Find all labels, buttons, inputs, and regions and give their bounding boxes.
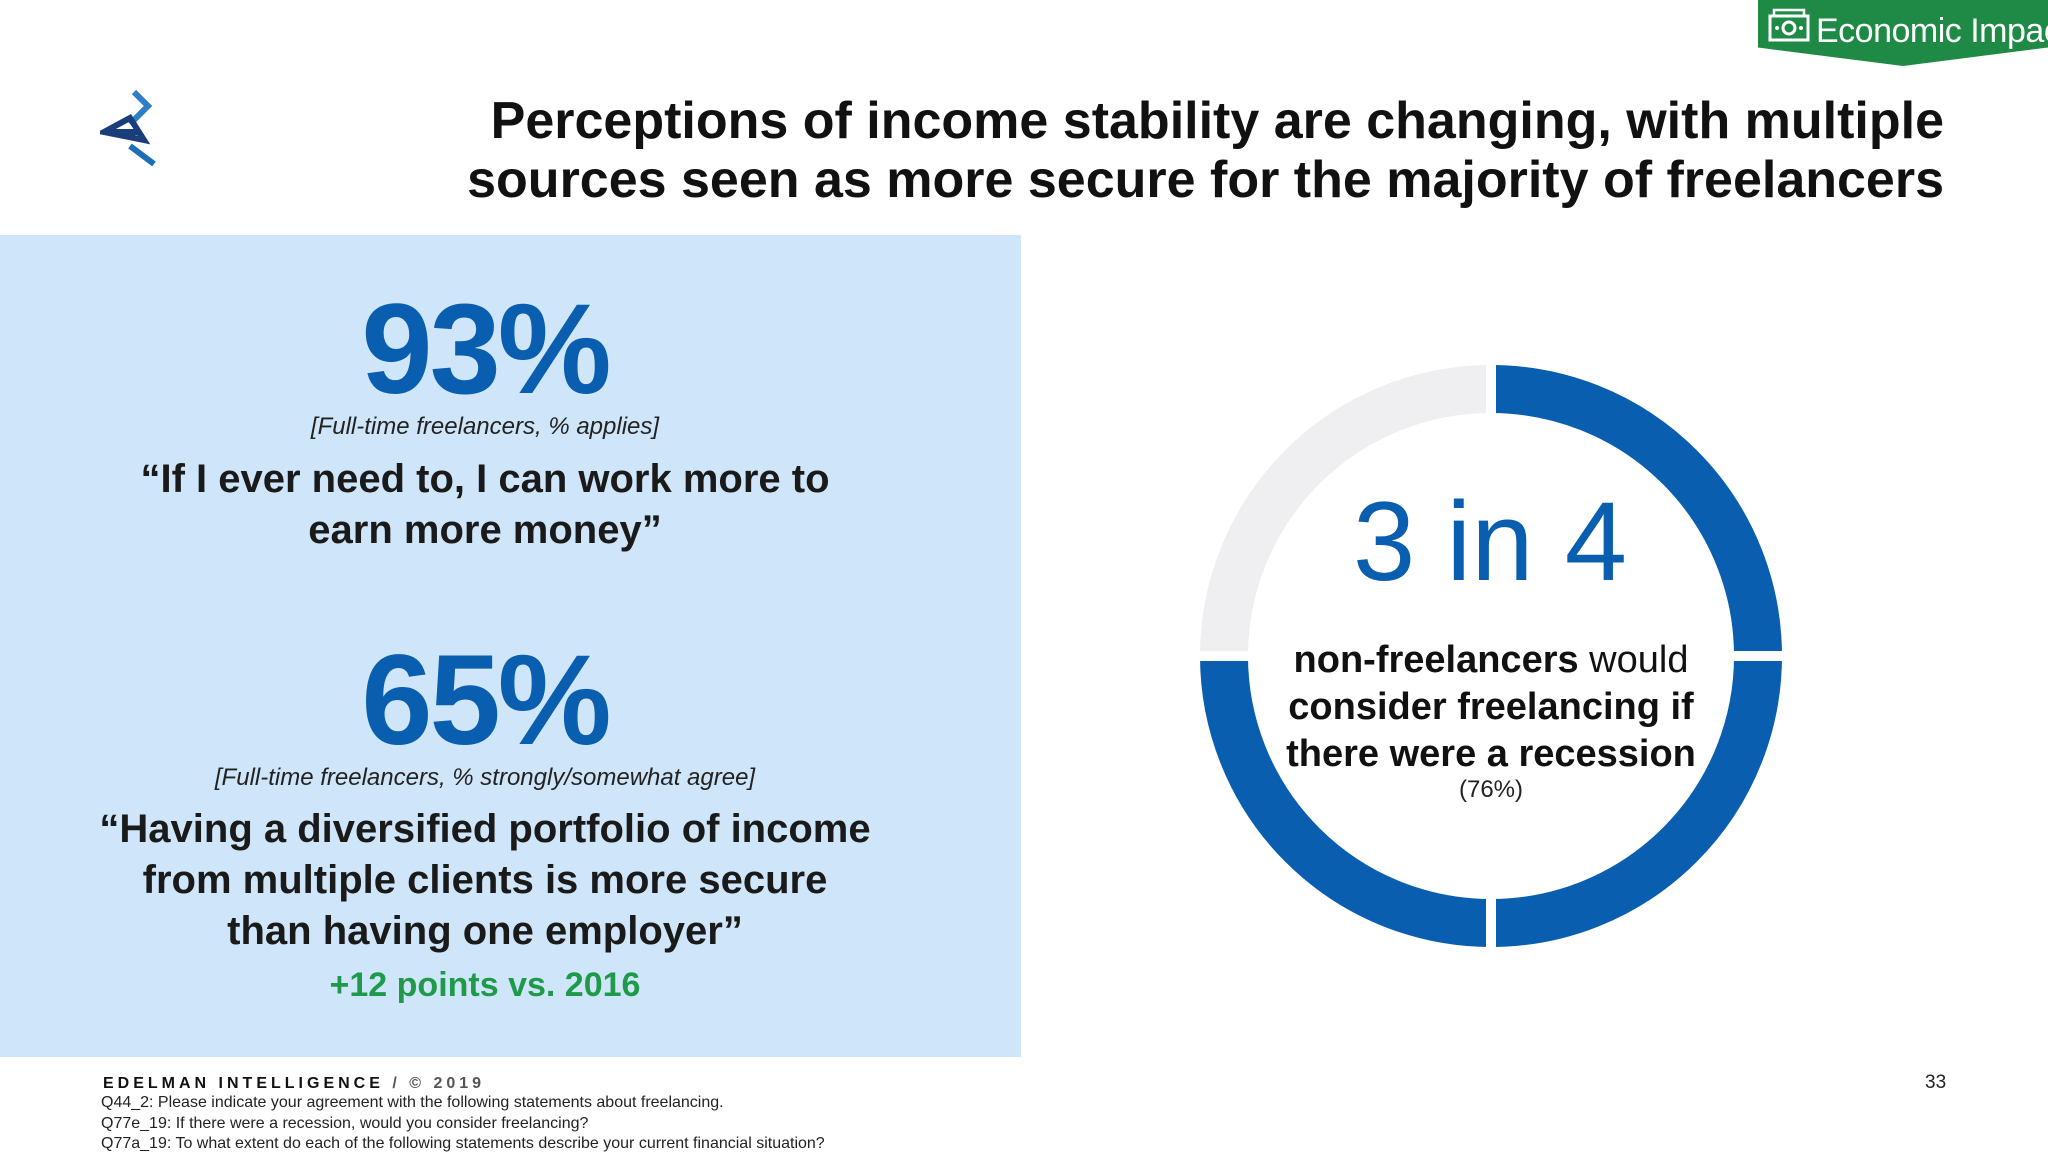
donut-center-line-2: consider freelancing if [1288, 686, 1694, 728]
donut-center-text: non-freelancers would consider freelanci… [1241, 637, 1741, 778]
donut-center-line-1: non-freelancers would [1241, 637, 1741, 684]
stat2-base: [Full-time freelancers, % strongly/somew… [214, 764, 756, 791]
footer-brand: EDELMAN INTELLIGENCE / © 2019 [103, 1075, 485, 1093]
stat1-quote-line-1: “If I ever need to, I can work more to [140, 457, 830, 501]
stat1-base: [Full-time freelancers, % applies] [310, 413, 660, 440]
donut-chart [1200, 365, 1782, 947]
donut-center-line-3: there were a recession [1286, 733, 1696, 775]
badge-label: Economic Impact [1816, 12, 2048, 50]
title-line-2: sources seen as more secure for the majo… [467, 151, 1944, 209]
stats-panel: 93% [Full-time freelancers, % applies] “… [0, 235, 1021, 1057]
stat2-quote-line-1: “Having a diversified portfolio of incom… [99, 807, 871, 851]
donut-center-rest: would [1578, 639, 1689, 681]
section-badge: Economic Impact [1758, 0, 2048, 66]
page-number: 33 [1925, 1072, 1947, 1093]
footnote-2: Q77e_19: If there were a recession, woul… [101, 1115, 589, 1132]
footer-year: / © 2019 [392, 1075, 486, 1092]
donut-center-value: 3 in 4 [1353, 479, 1627, 604]
stat2-quote-line-3: than having one employer” [227, 909, 743, 953]
footnote-1: Q44_2: Please indicate your agreement wi… [101, 1094, 724, 1111]
page-title: Perceptions of income stability are chan… [344, 92, 1944, 210]
stat2-value: 65% [361, 629, 611, 772]
stat2-delta: +12 points vs. 2016 [329, 966, 641, 1004]
donut-center-bold: non-freelancers [1293, 639, 1579, 681]
footnote-3: Q77a_19: To what extent do each of the f… [101, 1135, 825, 1152]
money-icon [1768, 8, 1810, 42]
donut-slice-1 [1200, 365, 1492, 657]
stat1-quote: “If I ever need to, I can work more to e… [0, 454, 970, 556]
stat1-value: 93% [361, 278, 611, 421]
donut-slice-0 [1200, 365, 1782, 947]
donut-center-pct: (76%) [1458, 776, 1524, 803]
title-line-1: Perceptions of income stability are chan… [490, 92, 1944, 150]
footer-brand-name: EDELMAN INTELLIGENCE [103, 1075, 384, 1092]
stat2-quote: “Having a diversified portfolio of incom… [0, 804, 970, 957]
stat2-quote-line-2: from multiple clients is more secure [142, 858, 828, 902]
stat1-quote-line-2: earn more money” [308, 508, 662, 552]
edelman-logo-icon [100, 89, 156, 167]
